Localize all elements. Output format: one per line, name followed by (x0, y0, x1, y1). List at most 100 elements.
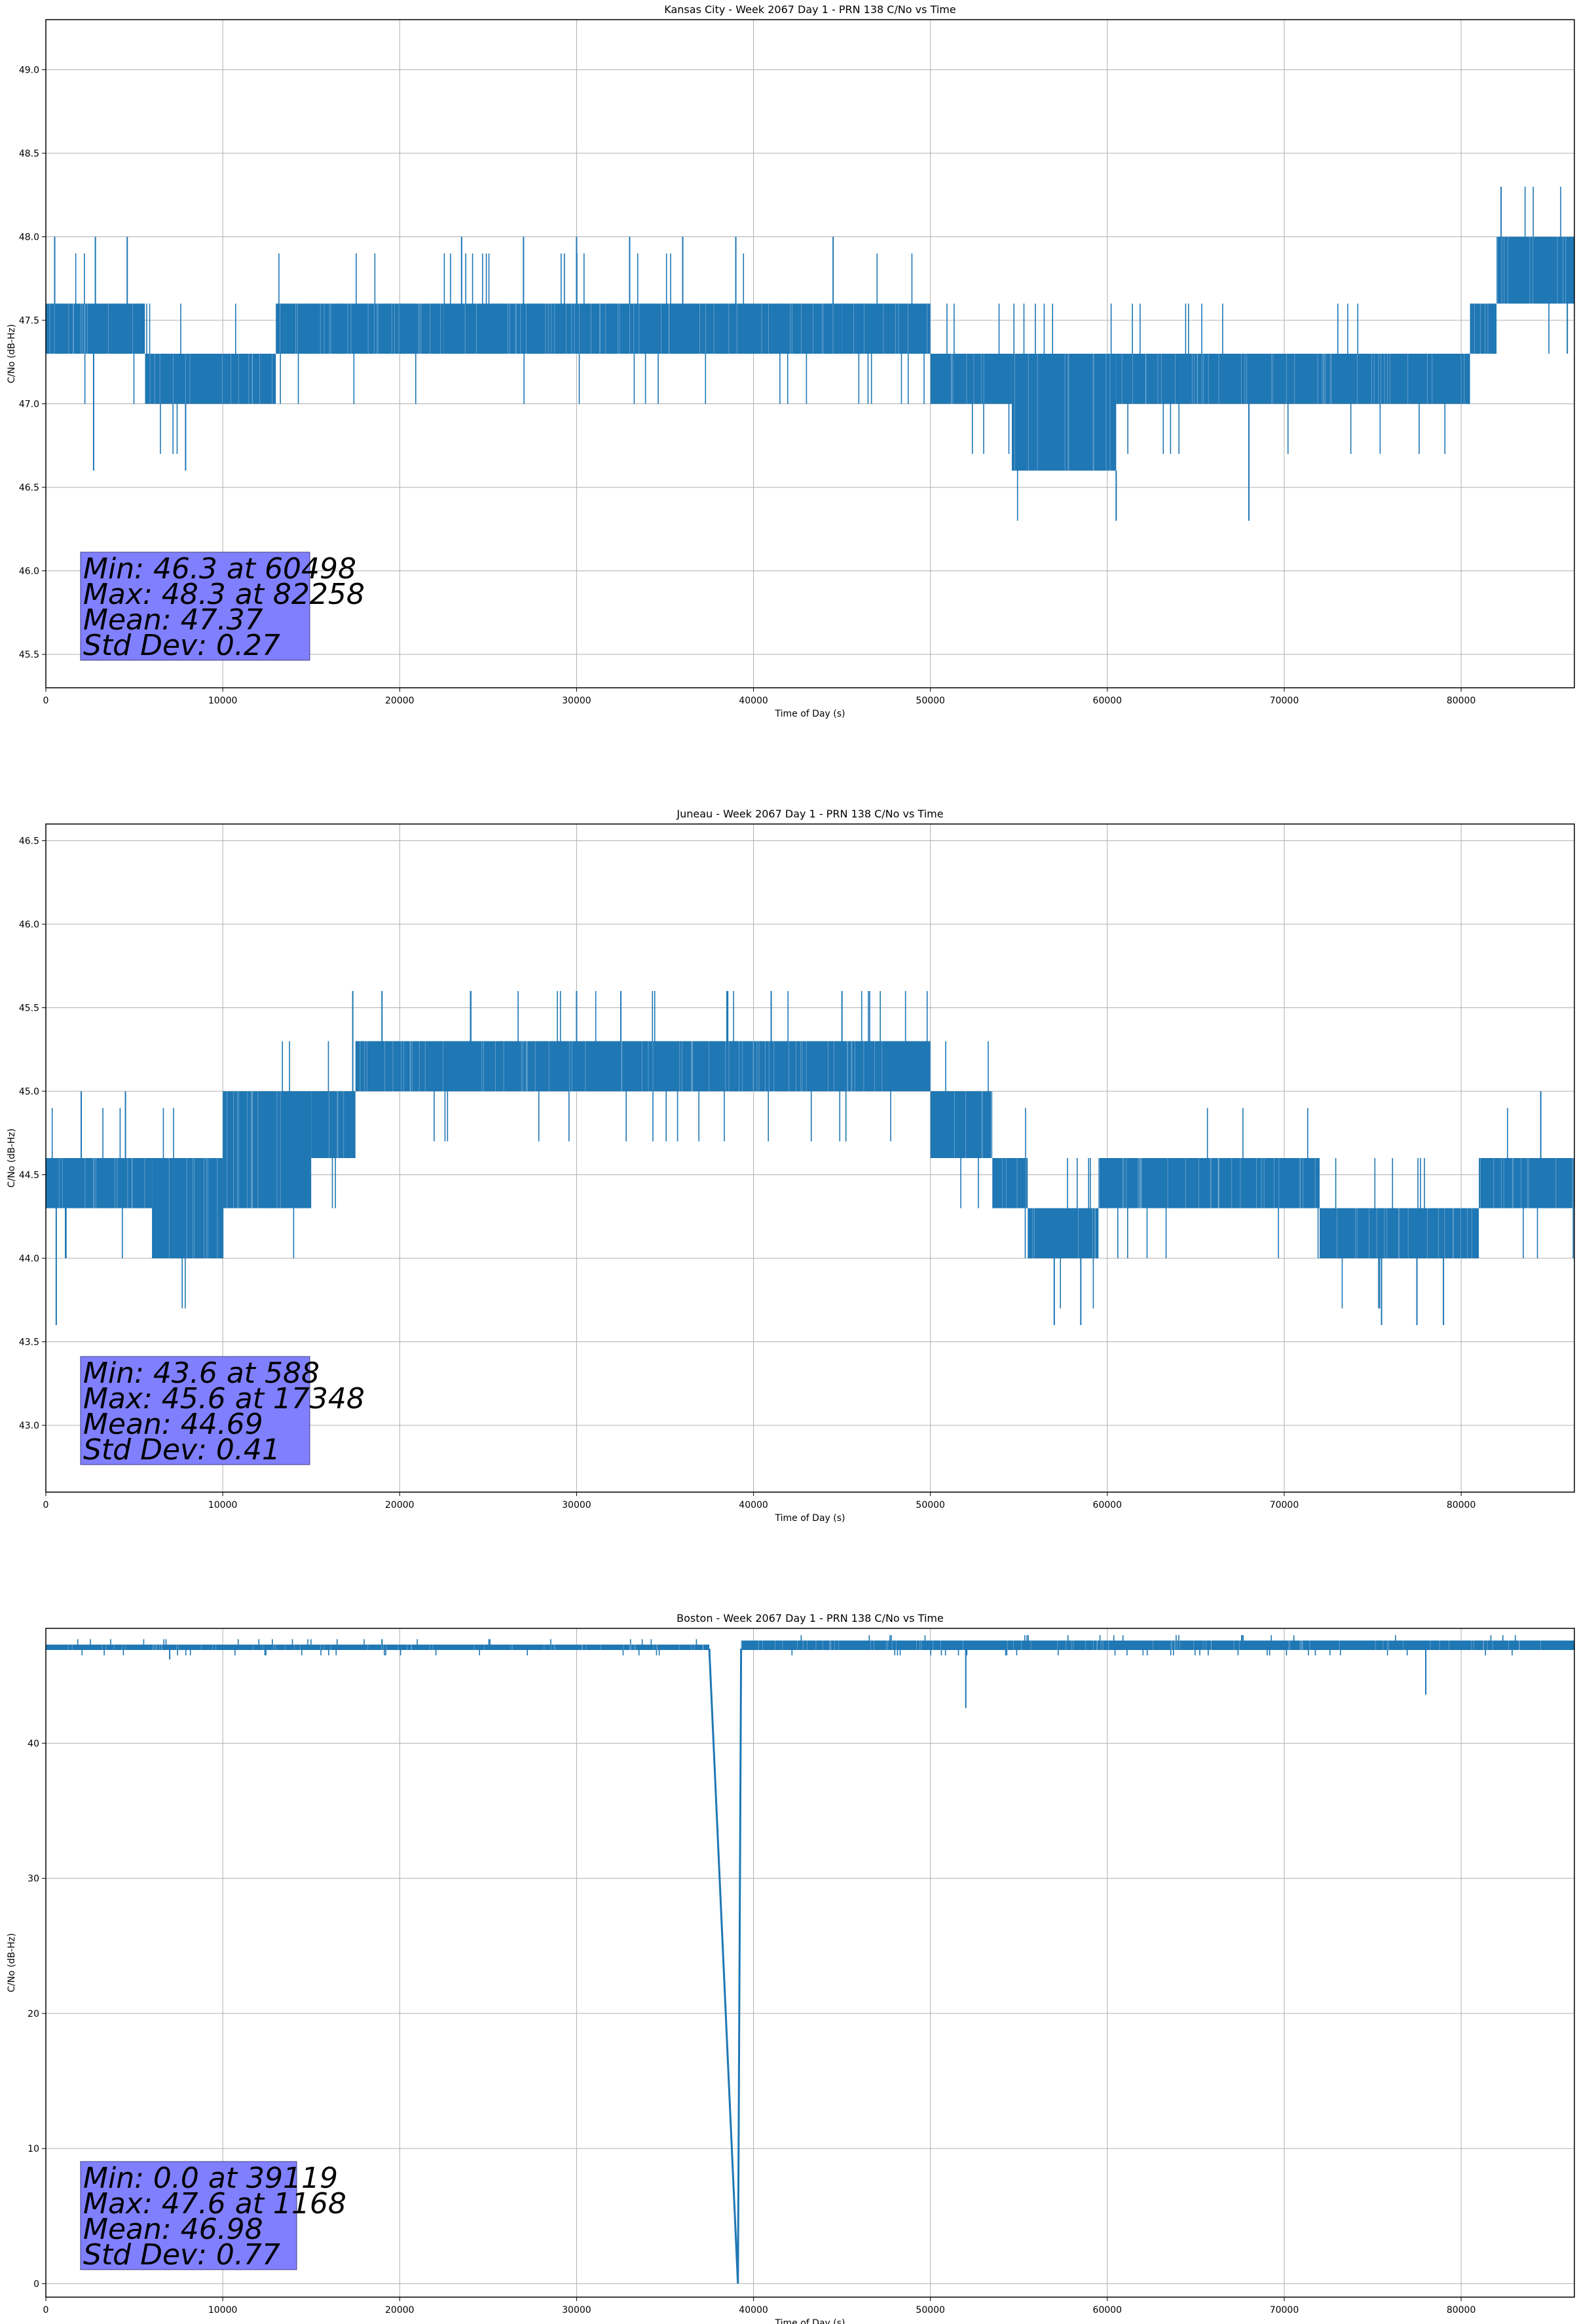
series-band (46, 303, 145, 354)
x-tick-label: 30000 (562, 2305, 591, 2315)
series-band (1479, 1158, 1574, 1209)
y-tick-label: 46.5 (19, 483, 39, 493)
y-axis-label: C/No (dB-Hz) (7, 324, 17, 383)
series-band (311, 1091, 356, 1158)
series-band (1098, 1158, 1320, 1209)
chart-title: Boston - Week 2067 Day 1 - PRN 138 C/No … (677, 1612, 944, 1624)
y-tick-label: 43.5 (19, 1338, 39, 1348)
chart-panel-3: Boston - Week 2067 Day 1 - PRN 138 C/No … (7, 1612, 1575, 2324)
x-tick-label: 20000 (385, 2305, 415, 2315)
stats-line: Min: 46.3 at 60498 (83, 552, 356, 586)
series-dropout (708, 1648, 743, 2284)
y-tick-label: 46.5 (19, 836, 39, 847)
x-tick-label: 10000 (208, 1500, 238, 1510)
y-tick-label: 20 (28, 2009, 39, 2019)
y-tick-label: 44.0 (19, 1254, 39, 1264)
x-axis-label: Time of Day (s) (775, 1513, 845, 1524)
x-tick-label: 30000 (562, 696, 591, 706)
x-tick-label: 20000 (385, 696, 415, 706)
x-tick-label: 70000 (1270, 2305, 1299, 2315)
x-tick-label: 30000 (562, 1500, 591, 1510)
stats-box (80, 1356, 310, 1465)
x-tick-label: 40000 (739, 2305, 768, 2315)
x-tick-label: 70000 (1270, 696, 1299, 706)
series-band (46, 1644, 710, 1651)
series-band (276, 303, 444, 354)
x-tick-label: 20000 (385, 1500, 415, 1510)
x-tick-label: 0 (43, 696, 49, 706)
y-tick-label: 45.5 (19, 650, 39, 660)
data-series (46, 187, 1574, 521)
y-tick-label: 30 (28, 1874, 39, 1884)
stats-line: Std Dev: 0.27 (83, 629, 280, 662)
x-tick-label: 50000 (916, 1500, 945, 1510)
data-series (46, 1635, 1574, 2284)
x-axis-label: Time of Day (s) (775, 2318, 845, 2324)
series-band (1470, 303, 1497, 354)
series-band (741, 1640, 1574, 1651)
x-tick-label: 0 (43, 2305, 49, 2315)
series-band (1496, 236, 1574, 304)
series-band (992, 1158, 1028, 1209)
y-tick-label: 49.0 (19, 66, 39, 76)
stats-line: Max: 47.6 at 1168 (83, 2187, 346, 2221)
x-tick-label: 80000 (1447, 1500, 1476, 1510)
x-axis-label: Time of Day (s) (775, 709, 845, 719)
stats-line: Max: 48.3 at 82258 (83, 578, 365, 611)
x-tick-label: 60000 (1093, 696, 1122, 706)
chart-title: Juneau - Week 2067 Day 1 - PRN 138 C/No … (676, 808, 943, 820)
stats-line: Mean: 46.98 (83, 2213, 263, 2246)
stats-line: Mean: 47.37 (83, 603, 263, 637)
x-tick-label: 60000 (1093, 1500, 1122, 1510)
chart-title: Kansas City - Week 2067 Day 1 - PRN 138 … (664, 3, 955, 16)
stats-box (80, 552, 310, 661)
y-tick-label: 45.5 (19, 1003, 39, 1014)
x-tick-label: 70000 (1270, 1500, 1299, 1510)
x-tick-label: 40000 (739, 696, 768, 706)
y-tick-label: 46.0 (19, 567, 39, 577)
y-tick-label: 47.5 (19, 316, 39, 326)
stats-line: Min: 0.0 at 39119 (83, 2162, 338, 2195)
y-tick-label: 43.0 (19, 1421, 39, 1431)
stats-line: Mean: 44.69 (83, 1408, 263, 1441)
x-tick-label: 80000 (1447, 696, 1476, 706)
y-axis-label: C/No (dB-Hz) (7, 1129, 17, 1188)
x-tick-label: 40000 (739, 1500, 768, 1510)
x-tick-label: 80000 (1447, 2305, 1476, 2315)
y-tick-label: 48.0 (19, 233, 39, 243)
x-tick-label: 60000 (1093, 2305, 1122, 2315)
series-band (223, 1091, 312, 1209)
plot-frame (45, 19, 1575, 688)
series-band (145, 354, 276, 404)
y-tick-label: 47.0 (19, 400, 39, 410)
x-tick-label: 50000 (916, 2305, 945, 2315)
series-band (1028, 1208, 1099, 1258)
stats-line: Max: 45.6 at 17348 (83, 1382, 365, 1415)
x-tick-label: 10000 (208, 2305, 238, 2315)
stats-box (80, 2161, 297, 2270)
y-tick-label: 44.5 (19, 1171, 39, 1181)
stats-line: Std Dev: 0.41 (83, 1433, 280, 1467)
series-band (355, 1041, 931, 1091)
chart-panel-2: Juneau - Week 2067 Day 1 - PRN 138 C/No … (7, 808, 1575, 1524)
y-tick-label: 48.5 (19, 149, 39, 159)
series-band (842, 303, 931, 354)
y-tick-label: 40 (28, 1738, 39, 1749)
y-tick-label: 46.0 (19, 920, 39, 930)
stats-line: Std Dev: 0.77 (83, 2238, 280, 2272)
series-band (1011, 354, 1117, 471)
y-tick-label: 10 (28, 2144, 39, 2154)
x-tick-label: 0 (43, 1500, 49, 1510)
stats-line: Min: 43.6 at 588 (83, 1357, 320, 1390)
series-band (1116, 354, 1470, 404)
data-series (46, 991, 1574, 1325)
series-band (46, 1158, 153, 1209)
series-band (1320, 1208, 1479, 1258)
y-tick-label: 0 (33, 2279, 39, 2289)
series-band (152, 1158, 223, 1258)
plot-frame (45, 1628, 1575, 2298)
series-band (443, 303, 842, 354)
series-band (930, 1091, 993, 1158)
y-tick-label: 45.0 (19, 1087, 39, 1097)
